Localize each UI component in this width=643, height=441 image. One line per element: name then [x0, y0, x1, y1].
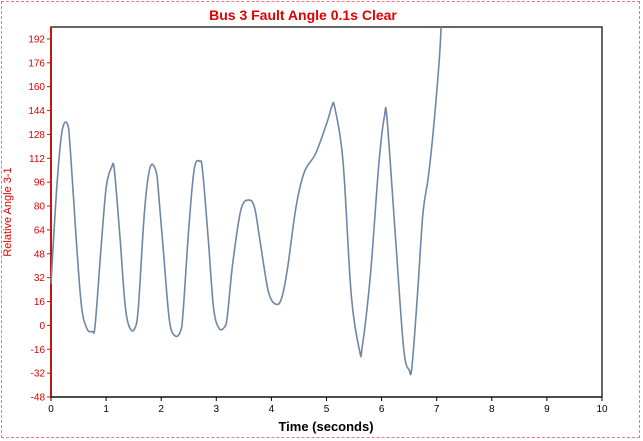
x-tick-label: 8 — [489, 404, 495, 415]
x-tick-label: 6 — [379, 404, 385, 415]
y-tick-label: 176 — [28, 58, 45, 69]
y-tick-label: 144 — [28, 106, 45, 117]
x-axis-ticks: 0 1 2 3 4 5 6 7 8 9 10 — [48, 397, 608, 415]
y-tick-label: 192 — [28, 34, 45, 45]
y-axis-label: Relative Angle 3-1 — [2, 167, 14, 256]
x-tick-label: 2 — [158, 404, 164, 415]
y-tick-label: 48 — [34, 249, 46, 260]
x-tick-label: 7 — [434, 404, 440, 415]
x-tick-label: 4 — [269, 404, 275, 415]
y-tick-label: 32 — [34, 273, 46, 284]
y-tick-label: 16 — [34, 297, 46, 308]
x-tick-label: 1 — [103, 404, 109, 415]
x-tick-label: 9 — [544, 404, 550, 415]
x-tick-label: 3 — [214, 404, 220, 415]
series-group — [50, 26, 442, 376]
series-line — [50, 26, 442, 376]
y-tick-label: 64 — [34, 225, 46, 236]
plot-area — [50, 26, 603, 398]
y-tick-label: 96 — [34, 178, 46, 189]
y-tick-label: -32 — [31, 369, 46, 380]
y-tick-label: -48 — [31, 393, 46, 404]
x-tick-label: 10 — [596, 404, 608, 415]
y-tick-label: 80 — [34, 202, 46, 213]
x-tick-label: 5 — [324, 404, 330, 415]
y-tick-label: -16 — [31, 345, 46, 356]
y-tick-label: 128 — [28, 130, 45, 141]
x-axis-label: Time (seconds) — [278, 419, 373, 434]
y-tick-label: 160 — [28, 82, 45, 93]
y-tick-label: 112 — [29, 154, 45, 165]
chart-title: Bus 3 Fault Angle 0.1s Clear — [209, 7, 397, 23]
x-tick-label: 0 — [48, 404, 54, 415]
y-tick-label: 0 — [39, 321, 45, 332]
